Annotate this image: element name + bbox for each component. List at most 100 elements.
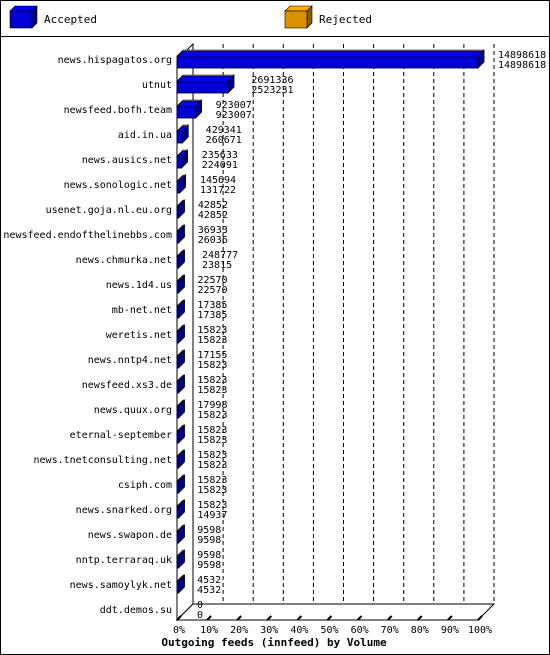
bar-accepted	[176, 275, 186, 294]
row-label: news.tnetconsulting.net	[34, 455, 172, 466]
rejected-value: 2523231	[251, 85, 293, 96]
x-tick-label: 0%	[173, 625, 185, 636]
x-tick-label: 100%	[468, 625, 492, 636]
bar-accepted	[176, 525, 186, 544]
rejected-value: 15823	[197, 410, 227, 421]
bar-accepted	[176, 500, 186, 519]
rejected-value: 17385	[197, 310, 227, 321]
rejected-value: 42852	[198, 210, 228, 221]
x-tick-mark	[417, 615, 423, 621]
accepted-value: 923007	[216, 100, 252, 111]
row-label: news.ausics.net	[82, 155, 172, 166]
row-label: newsfeed.bofh.team	[64, 105, 172, 116]
legend-accepted-label: Accepted	[44, 13, 97, 26]
row-label: news.hispagatos.org	[58, 55, 172, 66]
rejected-value: 260671	[206, 135, 242, 146]
bar-accepted	[176, 450, 186, 469]
row-label: news.sonologic.net	[64, 180, 172, 191]
accepted-value: 2691336	[251, 75, 293, 86]
rejected-value: 15823	[197, 385, 227, 396]
legend-accepted-swatch	[9, 5, 38, 29]
row-label: mb-net.net	[112, 305, 172, 316]
x-tick-mark	[386, 615, 393, 621]
accepted-value: 22570	[197, 275, 227, 286]
row-label: usenet.goja.nl.eu.org	[46, 205, 172, 216]
bar-accepted	[176, 100, 203, 119]
x-tick-mark	[326, 615, 333, 621]
row-label: ddt.demos.su	[100, 605, 172, 616]
row-label: news.samoylyk.net	[70, 580, 172, 591]
row-label: news.quux.org	[94, 405, 172, 416]
accepted-value: 15823	[197, 500, 227, 511]
row-label: news.chmurka.net	[76, 255, 172, 266]
rejected-value: 9598	[197, 560, 221, 571]
rejected-value: 22570	[197, 285, 227, 296]
x-tick-label: 40%	[290, 625, 308, 636]
row-label: nntp.terraraq.uk	[76, 555, 172, 566]
rejected-value: 15823	[197, 485, 227, 496]
x-tick-mark	[236, 615, 242, 621]
x-tick-label: 20%	[230, 625, 248, 636]
accepted-value: 14898618	[498, 50, 546, 61]
rejected-value: 0	[197, 610, 203, 621]
rejected-value: 923007	[216, 110, 252, 121]
rejected-value: 26036	[198, 235, 228, 246]
accepted-value: 248777	[202, 250, 238, 261]
rejected-value: 23815	[202, 260, 232, 271]
floor	[175, 603, 496, 621]
accepted-value: 235633	[202, 150, 238, 161]
row-label: news.swapon.de	[88, 530, 172, 541]
x-tick-mark	[266, 615, 273, 621]
rejected-value: 14898618	[498, 60, 546, 71]
rejected-value: 9598	[197, 535, 221, 546]
bar-accepted	[176, 200, 186, 219]
accepted-value: 36933	[198, 225, 228, 236]
bar-accepted	[176, 300, 186, 319]
x-tick-label: 60%	[351, 625, 369, 636]
accepted-value: 145694	[200, 175, 236, 186]
accepted-value: 429341	[206, 125, 242, 136]
bar-accepted	[176, 350, 186, 369]
row-label: newsfeed.endofthelinebbs.com	[3, 230, 172, 241]
x-tick-mark	[477, 615, 483, 621]
rejected-value: 4532	[197, 585, 221, 596]
bar-accepted	[176, 575, 186, 594]
x-tick-mark	[356, 615, 363, 621]
accepted-value: 17385	[197, 300, 227, 311]
x-tick-label: 80%	[411, 625, 429, 636]
bar-accepted	[176, 375, 186, 394]
x-tick-label: 50%	[320, 625, 338, 636]
x-tick-label: 30%	[260, 625, 278, 636]
accepted-value: 9598	[197, 525, 221, 536]
row-label: weretis.net	[106, 330, 172, 341]
x-tick-mark	[447, 615, 453, 621]
bar-accepted	[176, 75, 235, 94]
rejected-value: 15823	[197, 335, 227, 346]
row-label: news.1d4.us	[106, 280, 172, 291]
accepted-value: 0	[197, 600, 203, 611]
bar-accepted	[176, 225, 186, 244]
legend: Accepted Rejected	[9, 5, 372, 29]
rejected-value: 131722	[200, 185, 236, 196]
bar-accepted	[176, 150, 189, 169]
plot-area	[175, 42, 496, 622]
bar-accepted	[176, 550, 186, 569]
bar-accepted	[176, 475, 186, 494]
legend-rejected-box	[284, 5, 313, 29]
legend-rejected-label: Rejected	[319, 13, 372, 26]
x-tick-label: 70%	[381, 625, 399, 636]
row-label: aid.in.ua	[118, 130, 172, 141]
rejected-value: 15823	[197, 360, 227, 371]
row-label: eternal-september	[70, 430, 172, 441]
bar-accepted	[176, 425, 186, 444]
rejected-value: 14937	[197, 510, 227, 521]
accepted-value: 15823	[197, 475, 227, 486]
x-tick-mark	[296, 615, 303, 621]
row-label: news.snarked.org	[76, 505, 172, 516]
accepted-value: 17155	[197, 350, 227, 361]
bar-accepted	[176, 250, 186, 269]
accepted-value: 15823	[197, 450, 227, 461]
